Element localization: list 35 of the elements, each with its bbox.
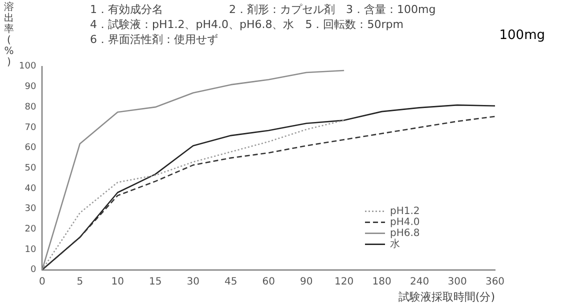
x-tick-label: 30 xyxy=(186,276,200,288)
x-tick-label: 300 xyxy=(448,276,467,288)
x-tick-label: 15 xyxy=(149,276,162,288)
y-tick-label: 70 xyxy=(24,122,36,133)
y-tick-label: 0 xyxy=(30,265,36,276)
x-tick-label: 360 xyxy=(485,276,505,288)
x-axis-title: 試験液採取時間(分) xyxy=(398,290,495,304)
text: 100mg xyxy=(499,28,545,43)
y-tick-label: 10 xyxy=(24,244,36,255)
legend-label: 水 xyxy=(390,238,400,250)
x-tick-label: 5 xyxy=(76,276,84,288)
x-tick-label: 0 xyxy=(38,276,46,288)
y-tick-label: 40 xyxy=(24,184,36,194)
y-tick-label: 30 xyxy=(24,204,36,214)
text: 6．界面活性剤：使用せず xyxy=(90,32,218,47)
y-tick-label: 90 xyxy=(24,82,36,92)
y-axis-title: 溶出率(%) xyxy=(3,2,15,68)
y-tick-label: 80 xyxy=(24,102,36,112)
text: 4．試験液：pH1.2、pH4.0、pH6.8、水 5．回転数：50rpm xyxy=(90,17,404,32)
x-tick-label: 240 xyxy=(410,276,430,288)
x-tick-label: 60 xyxy=(262,276,275,288)
x-tick-label: 180 xyxy=(372,276,392,288)
text: 1．有効成分名 2．剤形：カプセル剤 3．含量：100mg xyxy=(90,2,436,17)
legend-label: pH1.2 xyxy=(390,206,420,217)
x-tick-label: 120 xyxy=(334,276,354,288)
legend-label: pH4.0 xyxy=(390,216,420,228)
line-series xyxy=(42,120,345,270)
y-tick-label: 20 xyxy=(24,224,36,234)
legend-label: pH6.8 xyxy=(390,228,420,239)
y-tick-label: 100 xyxy=(18,62,36,72)
x-tick-label: 90 xyxy=(300,276,313,288)
y-tick-label: 50 xyxy=(24,163,36,174)
y-tick-label: 60 xyxy=(24,143,36,154)
x-tick-label: 10 xyxy=(111,276,124,288)
x-tick-label: 45 xyxy=(224,276,238,288)
